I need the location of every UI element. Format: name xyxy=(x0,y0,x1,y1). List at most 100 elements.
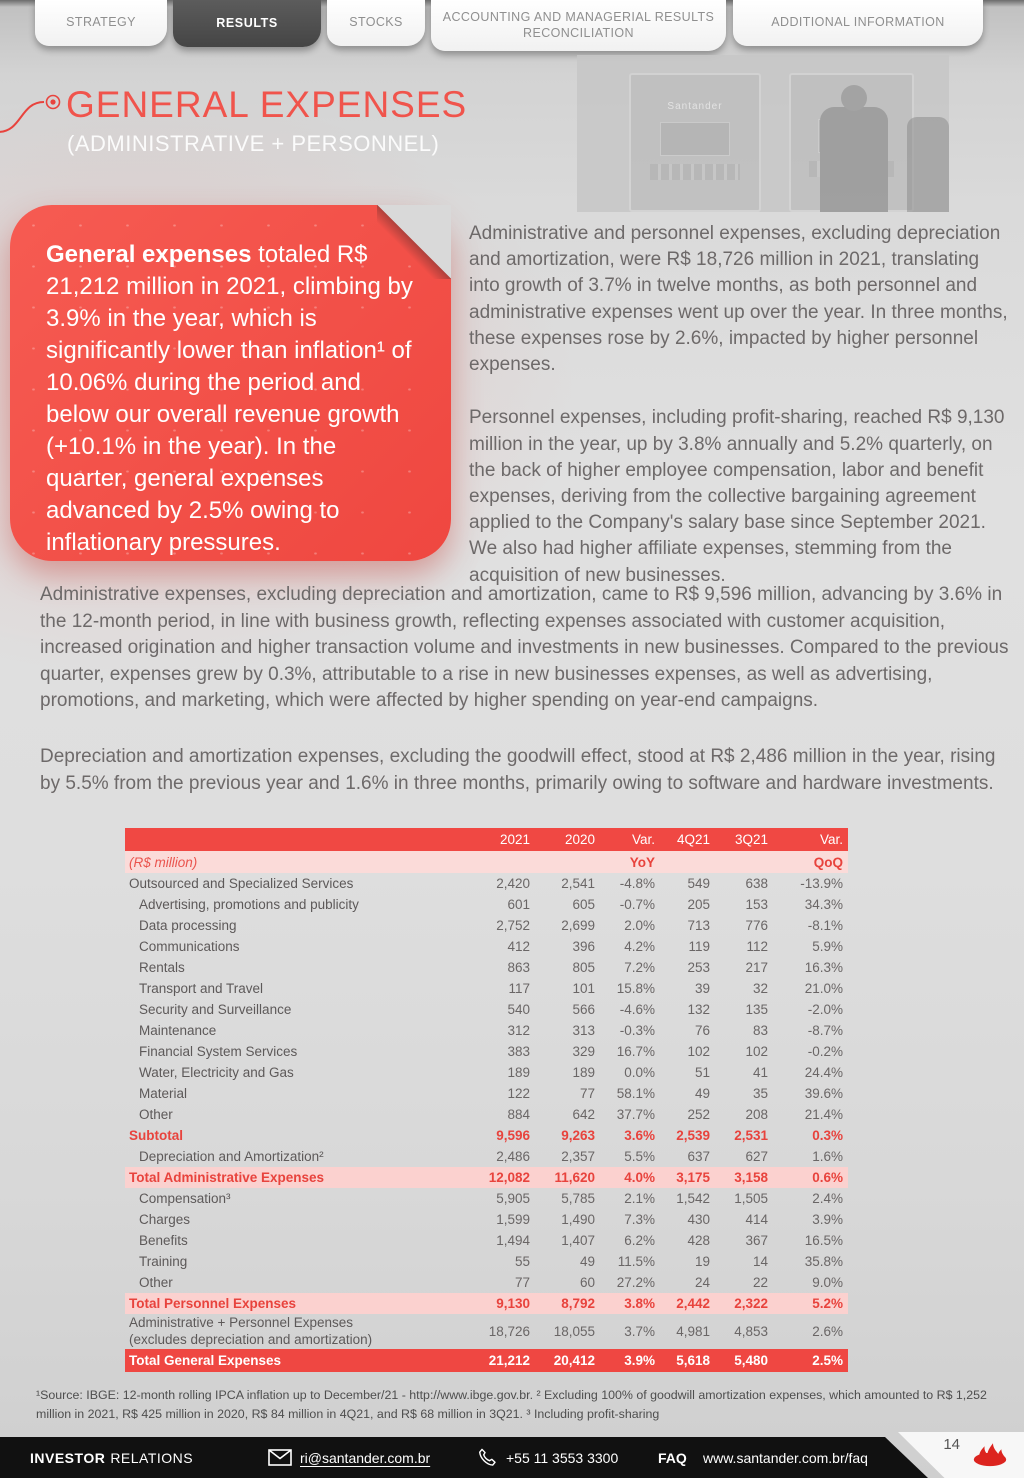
row-value: 189 xyxy=(572,1065,595,1080)
row-label: Rentals xyxy=(139,960,185,975)
row-value: 102 xyxy=(745,1044,768,1059)
col-var-qoq: Var. xyxy=(819,832,843,847)
expenses-table: 2021 2020 Var. 4Q21 3Q21 Var. (R$ millio… xyxy=(125,828,848,1372)
row-value: 8,792 xyxy=(561,1296,595,1311)
row-value: 16.7% xyxy=(616,1044,655,1059)
row-value: 2,486 xyxy=(496,1149,530,1164)
page-subtitle: (ADMINISTRATIVE + PERSONNEL) xyxy=(67,131,440,156)
atm-brand-label: Santander xyxy=(667,101,723,112)
body-paragraphs: Administrative expenses, excluding depre… xyxy=(40,582,1013,797)
row-label: Total General Expenses xyxy=(129,1353,282,1368)
person-reflection xyxy=(907,117,949,212)
yoy-label: YoY xyxy=(629,854,655,870)
row-value: 7.3% xyxy=(624,1212,655,1227)
faq-url[interactable]: www.santander.com.br/faq xyxy=(703,1449,868,1466)
highlight-callout: General expenses totaled R$ 21,212 milli… xyxy=(10,205,451,561)
callout-text: totaled R$ 21,212 million in 2021, climb… xyxy=(46,241,413,557)
row-value: 605 xyxy=(572,897,595,912)
row-value: 19 xyxy=(694,1254,710,1269)
atm-photo: Santander xyxy=(577,55,949,212)
table-row: Advertising, promotions and publicity 601… xyxy=(125,894,848,915)
row-value: 5,618 xyxy=(676,1353,710,1368)
row-value: 2.5% xyxy=(812,1353,843,1368)
table-row: Other 77 60 27.2% 24 22 9.0% xyxy=(125,1272,848,1293)
row-value: 5,785 xyxy=(561,1191,595,1206)
row-value: 1,494 xyxy=(496,1233,530,1248)
row-value: 39.6% xyxy=(804,1086,843,1101)
paragraph-personnel: Personnel expenses, including profit-sha… xyxy=(469,407,1005,586)
row-value: 0.3% xyxy=(812,1128,843,1143)
row-value: 3.8% xyxy=(624,1296,655,1311)
table-row: Data processing 2,752 2,699 2.0% 713 776 -8.1% xyxy=(125,915,848,936)
row-value: 9,130 xyxy=(496,1296,530,1311)
table-row: Security and Surveillance 540 566 -4.6% 132 1… xyxy=(125,999,848,1020)
row-value: 1,490 xyxy=(561,1212,595,1227)
table-row: Subtotal 9,596 9,263 3.6% 2,539 2,531 0.3% xyxy=(125,1125,848,1146)
row-value: 252 xyxy=(687,1107,710,1122)
row-value: 5.2% xyxy=(812,1296,843,1311)
table-row: Administrative + Personnel Expenses (excl… xyxy=(125,1314,848,1349)
row-value: -13.9% xyxy=(800,876,843,891)
row-value: 2,357 xyxy=(561,1149,595,1164)
page-title: GENERAL EXPENSES xyxy=(66,84,468,125)
tab-strategy[interactable]: STRATEGY xyxy=(35,0,167,46)
email-link[interactable]: ri@santander.com.br xyxy=(300,1449,431,1466)
col-4q21: 4Q21 xyxy=(676,832,710,847)
row-value: 49 xyxy=(694,1086,710,1101)
row-value: 11.5% xyxy=(617,1254,655,1269)
atm-machine: Santander xyxy=(629,73,761,212)
table-row: Maintenance 312 313 -0.3% 76 83 -8.7% xyxy=(125,1020,848,1041)
unit-label: (R$ million) xyxy=(129,854,198,870)
row-value: 383 xyxy=(507,1044,530,1059)
row-value: 1.6% xyxy=(812,1149,843,1164)
row-value: 2,699 xyxy=(561,918,595,933)
row-value: 312 xyxy=(507,1023,530,1038)
row-value: 21.0% xyxy=(804,981,843,996)
row-value: 9,263 xyxy=(561,1128,595,1143)
page-footer: INVESTOR RELATIONS ri@santander.com.br +… xyxy=(0,1430,1024,1478)
row-value: 153 xyxy=(745,897,768,912)
row-value: 189 xyxy=(507,1065,530,1080)
row-value: 49 xyxy=(579,1254,595,1269)
row-label: Data processing xyxy=(139,918,237,933)
row-value: 101 xyxy=(572,981,595,996)
row-label: Administrative + Personnel Expenses (excl… xyxy=(129,1315,373,1347)
table-row: Total General Expenses 21,212 20,412 3.9% 5,… xyxy=(125,1349,848,1372)
row-value: 21,212 xyxy=(488,1353,530,1368)
tab-results[interactable]: RESULTS xyxy=(173,0,321,47)
row-value: 2.6% xyxy=(812,1324,843,1339)
expenses-table-body: Outsourced and Specialized Services 2,420… xyxy=(125,873,848,1372)
row-label: Depreciation and Amortization² xyxy=(139,1149,324,1164)
row-value: 217 xyxy=(745,960,768,975)
row-value: -2.0% xyxy=(807,1002,843,1017)
table-row: Total Administrative Expenses 12,082 11,62… xyxy=(125,1167,848,1188)
atm-screen xyxy=(659,122,731,156)
row-label: Material xyxy=(139,1086,188,1101)
row-value: 51 xyxy=(694,1065,710,1080)
row-value: 60 xyxy=(579,1275,595,1290)
row-value: 16.5% xyxy=(804,1233,843,1248)
row-label: Total Personnel Expenses xyxy=(129,1296,297,1311)
table-row: Transport and Travel 117 101 15.8% 39 32 21.0% xyxy=(125,978,848,999)
tab-stocks[interactable]: STOCKS xyxy=(327,0,425,46)
row-value: 15.8% xyxy=(616,981,655,996)
row-value: -0.2% xyxy=(807,1044,843,1059)
row-value: 5.9% xyxy=(812,939,843,954)
tab-additional-information[interactable]: ADDITIONAL INFORMATION xyxy=(733,0,983,46)
row-label: Other xyxy=(139,1107,173,1122)
row-value: 1,505 xyxy=(734,1191,768,1206)
investor-relations-label: INVESTOR RELATIONS xyxy=(30,1437,193,1478)
row-value: 863 xyxy=(507,960,530,975)
phone-number: +55 11 3553 3300 xyxy=(506,1449,619,1466)
row-value: 0.0% xyxy=(624,1065,655,1080)
row-label: Benefits xyxy=(139,1233,188,1248)
tab-accounting-reconciliation[interactable]: ACCOUNTING AND MANAGERIAL RESULTS RECONC… xyxy=(431,0,726,51)
row-value: 0.6% xyxy=(812,1170,843,1185)
row-value: 32 xyxy=(752,981,768,996)
row-value: 1,407 xyxy=(561,1233,595,1248)
row-value: 76 xyxy=(694,1023,710,1038)
row-label: Outsourced and Specialized Services xyxy=(129,876,354,891)
row-value: -0.7% xyxy=(619,897,655,912)
row-value: 7.2% xyxy=(624,960,655,975)
qoq-label: QoQ xyxy=(813,854,843,870)
